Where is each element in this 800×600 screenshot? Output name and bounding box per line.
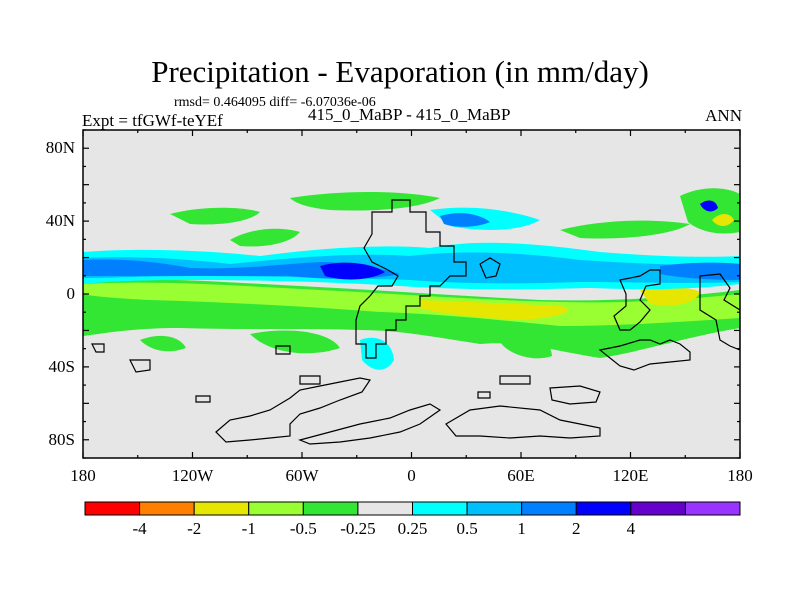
x-tick-label: 120W	[171, 466, 214, 485]
field-contour	[140, 335, 186, 352]
colorbar-swatch	[84, 501, 141, 516]
y-tick-label: 80S	[48, 429, 75, 449]
field-contour	[560, 220, 690, 239]
field-layer	[83, 188, 740, 370]
x-tick-label: 180	[70, 466, 96, 485]
coastline	[195, 395, 211, 403]
colorbar-label: 0.5	[456, 519, 478, 538]
stats-text: rmsd= 0.464095 diff= -6.07036e-06	[174, 95, 376, 110]
colorbar-label: -4	[132, 519, 147, 538]
field-contour	[230, 228, 300, 247]
axis-ticks	[82, 129, 741, 459]
coastline	[275, 345, 291, 355]
colorbar-swatch	[630, 501, 686, 516]
x-tick-label: 0	[407, 466, 416, 485]
coastline	[499, 375, 531, 385]
season-label: ANN	[705, 106, 742, 125]
experiment-label: Expt = tfGWf-teYEf	[82, 111, 223, 130]
colorbar-swatch	[193, 501, 250, 516]
field-contour	[420, 300, 568, 320]
coastline	[445, 405, 601, 439]
field-contour	[440, 213, 490, 227]
colorbar-label: -0.25	[340, 519, 376, 538]
coastline	[215, 377, 371, 443]
coastline	[355, 199, 467, 359]
colorbar-label: -1	[241, 519, 256, 538]
field-contour	[83, 282, 740, 326]
colorbar-swatch	[139, 501, 195, 516]
field-contour	[170, 207, 260, 225]
x-tick-label: 60E	[507, 466, 535, 485]
colorbar-label: 4	[626, 519, 636, 538]
plot-title: Precipitation - Evaporation (in mm/day)	[151, 54, 649, 89]
coastline	[298, 403, 442, 445]
colorbar-swatch	[357, 501, 413, 516]
field-contour	[660, 262, 740, 280]
x-tick-label: 180	[727, 466, 753, 485]
colorbar-label: 1	[517, 519, 526, 538]
colorbar-swatch	[466, 501, 523, 516]
coastline	[549, 385, 601, 405]
colorbar-label: -2	[187, 519, 202, 538]
colorbar-label: 0.25	[397, 519, 428, 538]
colorbar-swatch	[412, 501, 468, 516]
colorbar-swatch	[575, 501, 632, 516]
field-contour	[640, 287, 700, 306]
colorbar-swatch	[521, 501, 577, 516]
coastline	[299, 375, 321, 385]
field-contour	[500, 329, 552, 359]
field-contour	[700, 200, 718, 212]
x-tick-label: 120E	[612, 466, 649, 485]
x-tick-label: 60W	[285, 466, 319, 485]
colorbar-swatch	[684, 501, 741, 516]
field-contour	[712, 214, 734, 226]
field-contour	[290, 192, 440, 211]
coastline	[479, 257, 501, 279]
field-contour	[360, 337, 394, 370]
colorbar	[84, 501, 741, 516]
y-tick-label: 40N	[45, 211, 75, 231]
case-label: 415_0_MaBP - 415_0_MaBP	[308, 105, 511, 124]
colorbar-label: 2	[572, 519, 581, 538]
colorbar-swatch	[248, 501, 304, 516]
coastline	[598, 339, 691, 371]
y-tick-label: 80N	[45, 138, 75, 158]
colorbar-swatch	[302, 501, 359, 516]
field-contour	[320, 262, 385, 280]
coastline	[699, 273, 740, 351]
coastline	[91, 343, 105, 353]
field-contour	[83, 259, 400, 279]
coastline-layer	[91, 199, 740, 445]
coastline	[477, 391, 491, 399]
colorbar-label: -0.5	[289, 519, 317, 538]
coastline	[613, 269, 661, 331]
field-contour	[250, 330, 340, 354]
y-tick-label: 40S	[48, 356, 75, 376]
y-tick-label: 0	[66, 284, 76, 303]
coastline	[129, 359, 151, 373]
